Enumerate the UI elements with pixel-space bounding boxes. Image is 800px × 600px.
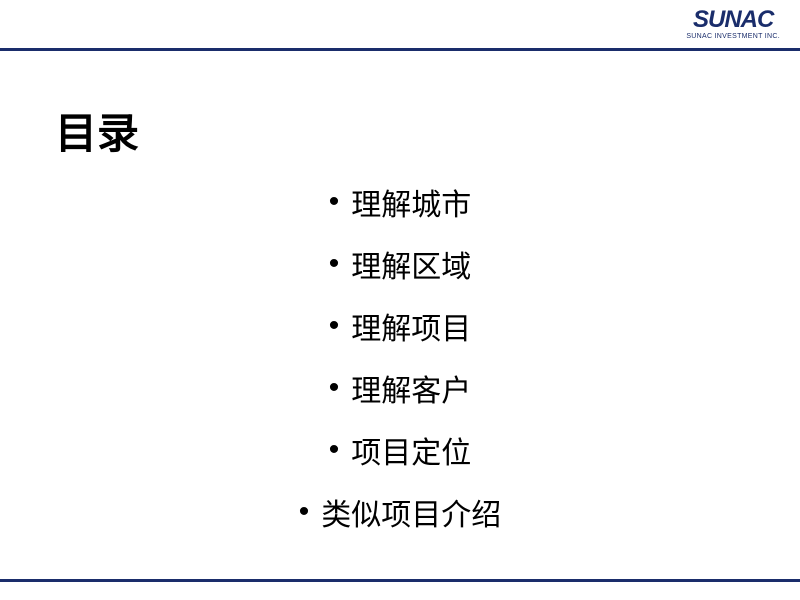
bullet-icon: • [329, 187, 340, 217]
item-text: 类似项目介绍 [321, 490, 501, 534]
item-text: 理解区域 [351, 242, 471, 286]
item-text: 理解项目 [351, 304, 471, 348]
bullet-icon: • [329, 249, 340, 279]
bullet-icon: • [329, 435, 340, 465]
logo: SUNAC SUNAC INVESTMENT INC. [686, 8, 780, 40]
header-divider [0, 48, 800, 51]
bullet-icon: • [329, 311, 340, 341]
list-item: • 理解区域 [329, 242, 472, 286]
bullet-icon: • [299, 497, 310, 527]
item-text: 理解城市 [351, 180, 471, 224]
list-item: • 理解项目 [329, 304, 472, 348]
list-item: • 项目定位 [329, 428, 472, 472]
toc-list: • 理解城市 • 理解区域 • 理解项目 • 理解客户 • 项目定位 • 类似项… [0, 180, 800, 552]
item-text: 项目定位 [351, 428, 471, 472]
header: SUNAC SUNAC INVESTMENT INC. [0, 0, 800, 60]
logo-main-text: SUNAC [686, 8, 780, 32]
item-text: 理解客户 [351, 366, 471, 410]
bullet-icon: • [329, 373, 340, 403]
list-item: • 理解城市 [329, 180, 472, 224]
logo-sub-text: SUNAC INVESTMENT INC. [686, 33, 780, 40]
list-item: • 类似项目介绍 [299, 490, 502, 534]
page-title: 目录 [55, 100, 139, 161]
list-item: • 理解客户 [329, 366, 472, 410]
footer-divider [0, 579, 800, 582]
